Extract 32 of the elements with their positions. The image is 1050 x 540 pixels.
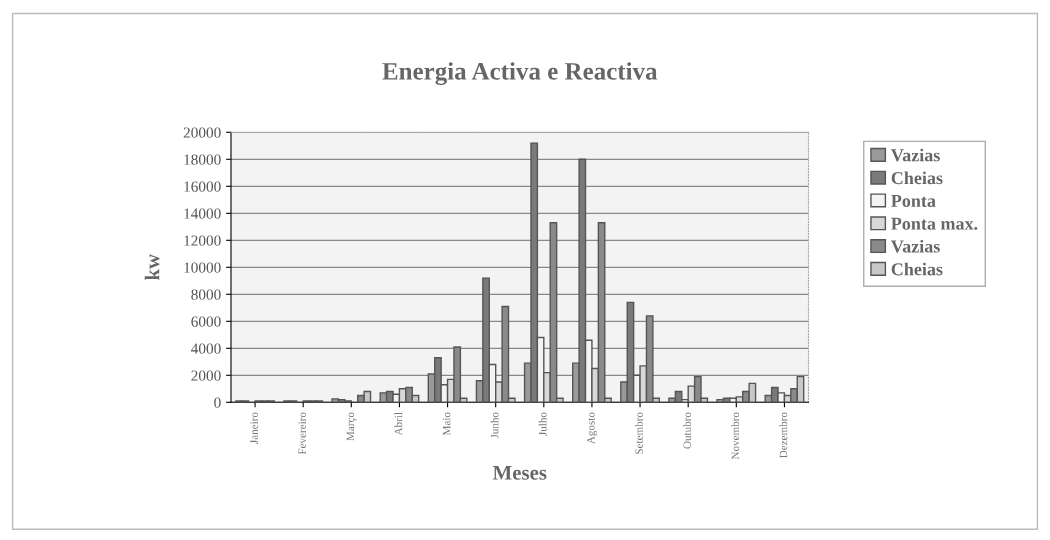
legend-label: Ponta xyxy=(891,194,936,207)
x-tick-label: Junho xyxy=(490,412,499,439)
legend-label: Vazias xyxy=(891,239,940,253)
x-tick-label: Abril xyxy=(394,412,403,436)
x-tick-label: Janeiro xyxy=(250,412,258,444)
y-tick-label: 8000 xyxy=(191,289,221,300)
y-tick-label: 4000 xyxy=(191,343,221,354)
x-tick-label: Fevereiro xyxy=(298,412,306,455)
y-axis-title: kw xyxy=(144,254,160,281)
x-axis-title: Meses xyxy=(492,465,547,480)
legend-label: Vazias xyxy=(891,148,940,162)
y-tick-label: 16000 xyxy=(184,181,221,192)
y-tick-label: 2000 xyxy=(191,370,221,381)
x-tick-label: Setembro xyxy=(635,412,643,454)
y-tick-label: 20000 xyxy=(183,127,221,138)
y-tick-label: 6000 xyxy=(191,316,221,327)
chart-title: Energia Activa e Reactiva xyxy=(382,62,658,86)
y-tick-label: 18000 xyxy=(184,154,221,165)
y-tick-label: 12000 xyxy=(184,235,221,246)
legend-label: Ponta max. xyxy=(891,217,978,230)
legend-label: Cheias xyxy=(891,262,943,276)
x-tick-label: Julho xyxy=(538,412,547,436)
x-tick-label: Dezembro xyxy=(779,412,788,458)
x-tick-label: Maio xyxy=(442,412,451,436)
y-tick-label: 10000 xyxy=(184,262,221,273)
x-tick-label: Março xyxy=(346,412,357,441)
y-tick-label: 14000 xyxy=(184,208,221,219)
x-tick-label: Novembro xyxy=(731,412,740,460)
y-tick-label: 0 xyxy=(214,397,221,408)
legend-label: Cheias xyxy=(891,171,943,185)
x-tick-label: Outubro xyxy=(683,412,691,449)
x-tick-label: Agosto xyxy=(587,412,597,445)
